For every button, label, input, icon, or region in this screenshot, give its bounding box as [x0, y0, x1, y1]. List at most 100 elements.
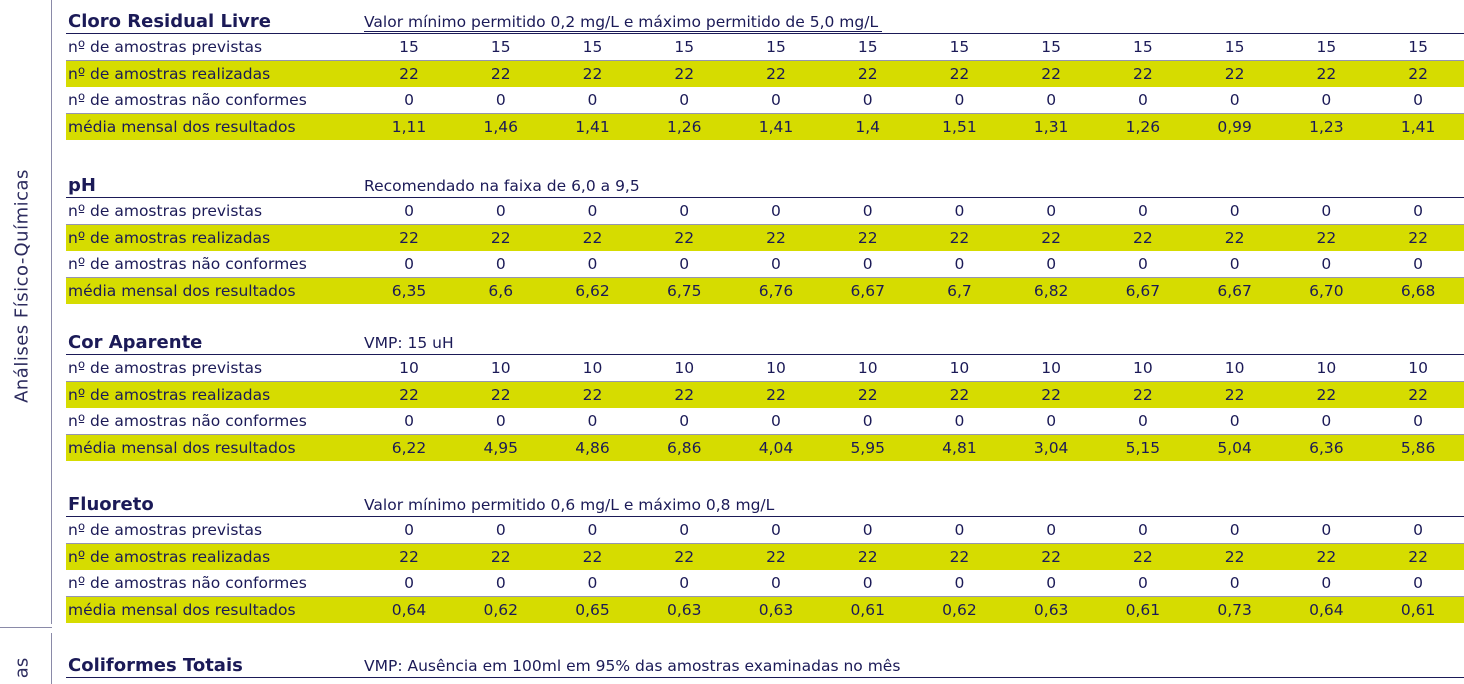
cell: 0 [404, 574, 414, 592]
section-coliformes-totais: Coliformes Totais VMP: Ausência em 100ml… [66, 654, 1464, 678]
cell: 22 [857, 548, 878, 566]
cell: 5,04 [1217, 439, 1252, 457]
cell: 1,46 [483, 118, 519, 136]
cell: 6,67 [1217, 282, 1252, 300]
cell: 0,63 [1033, 601, 1069, 619]
cell: 0 [862, 412, 873, 430]
row-label: nº de amostras realizadas [68, 386, 271, 404]
header-rule [66, 32, 1464, 34]
cell: 15 [949, 38, 970, 56]
cell: 22 [490, 386, 511, 404]
row-realizadas: nº de amostras realizadas 22 22 22 22 22… [66, 544, 1464, 570]
cell: 0,61 [850, 601, 885, 619]
cell: 0 [1046, 91, 1057, 109]
cell: 0 [862, 91, 873, 109]
cell: 15 [399, 38, 419, 56]
cell: 0 [1046, 255, 1057, 273]
cell: 0 [587, 574, 598, 592]
cell: 0 [404, 91, 414, 109]
cell: 0 [1137, 255, 1148, 273]
cell: 0 [1137, 412, 1148, 430]
cell: 10 [766, 359, 786, 377]
cell: 22 [949, 229, 970, 247]
cell: 6,76 [758, 282, 794, 300]
cell: 0 [954, 412, 965, 430]
cell: 10 [1224, 359, 1245, 377]
cell: 0 [679, 202, 690, 220]
cell: 6,70 [1309, 282, 1344, 300]
cell: 6,22 [391, 439, 427, 457]
cell: 15 [1133, 38, 1153, 56]
cell: 0,61 [1400, 601, 1436, 619]
cell: 15 [1041, 38, 1062, 56]
cell: 6,67 [850, 282, 885, 300]
cell: 15 [857, 38, 878, 56]
cell: 0 [1413, 255, 1424, 273]
cell: 10 [674, 359, 695, 377]
cell: 1,11 [391, 118, 427, 136]
side-label-fisico-quimicas: Análises Físico-Químicas [11, 169, 33, 403]
section-title: Cloro Residual Livre [68, 11, 271, 32]
cell: 0 [1229, 521, 1240, 539]
cell: 6,6 [488, 282, 514, 300]
cell: 0 [954, 255, 965, 273]
cell: 0 [862, 202, 873, 220]
cell: 22 [674, 65, 695, 83]
section-header: Cor Aparente VMP: 15 uH [66, 331, 1464, 355]
cell: 22 [1041, 386, 1062, 404]
sidebar: Análises Físico-Químicas as [0, 0, 52, 684]
cell: 0 [771, 202, 781, 220]
cell: 15 [582, 38, 603, 56]
row-label: nº de amostras previstas [68, 359, 263, 377]
cell: 0 [587, 521, 598, 539]
cell: 22 [1408, 65, 1428, 83]
section-fluoreto: Fluoreto Valor mínimo permitido 0,6 mg/L… [66, 493, 1464, 623]
row-previstas: nº de amostras previstas 10 10 10 10 10 … [66, 355, 1464, 382]
cell: 0,63 [758, 601, 794, 619]
cell: 0 [495, 574, 506, 592]
cell: 6,68 [1400, 282, 1436, 300]
cell: 22 [674, 386, 695, 404]
cell: 0 [495, 521, 506, 539]
cell: 0 [771, 255, 781, 273]
cell: 1,31 [1033, 118, 1069, 136]
cell: 0 [1229, 412, 1240, 430]
row-nao-conformes: nº de amostras não conformes 0 0 0 0 0 0… [66, 408, 1464, 435]
section-title: Fluoreto [68, 494, 154, 515]
cell: 1,23 [1309, 118, 1344, 136]
cell: 0 [862, 255, 873, 273]
section-title: Cor Aparente [68, 332, 203, 353]
cell: 0 [1137, 91, 1148, 109]
cell: 6,67 [1125, 282, 1161, 300]
cell: 22 [1224, 548, 1245, 566]
row-media: média mensal dos resultados 6,22 4,95 4,… [66, 435, 1464, 461]
cell: 22 [490, 229, 511, 247]
section-title: pH [68, 175, 96, 196]
section-note: VMP: 15 uH [364, 334, 454, 352]
cell: 22 [1316, 65, 1337, 83]
cell: 0 [587, 255, 598, 273]
cell: 1,41 [575, 118, 610, 136]
cell: 5,15 [1125, 439, 1161, 457]
section-header: Fluoreto Valor mínimo permitido 0,6 mg/L… [66, 493, 1464, 517]
cell: 0 [587, 412, 598, 430]
row-previstas: nº de amostras previstas 0 0 0 0 0 0 0 0… [66, 517, 1464, 544]
cell: 0 [1229, 202, 1240, 220]
cell: 10 [1041, 359, 1062, 377]
cell: 22 [1224, 65, 1245, 83]
cell: 1,26 [666, 118, 702, 136]
cell: 0 [495, 255, 506, 273]
cell: 22 [857, 386, 878, 404]
cell: 22 [1133, 229, 1153, 247]
row-label: média mensal dos resultados [68, 601, 296, 619]
cell: 22 [1316, 386, 1337, 404]
row-label: média mensal dos resultados [68, 282, 296, 300]
cell: 4,95 [483, 439, 519, 457]
cell: 0 [404, 202, 414, 220]
cell: 0,99 [1217, 118, 1252, 136]
cell: 6,36 [1309, 439, 1344, 457]
cell: 4,86 [575, 439, 610, 457]
header-rule [66, 676, 1464, 678]
section-note: Recomendado na faixa de 6,0 a 9,5 [364, 177, 640, 195]
cell: 22 [857, 65, 878, 83]
